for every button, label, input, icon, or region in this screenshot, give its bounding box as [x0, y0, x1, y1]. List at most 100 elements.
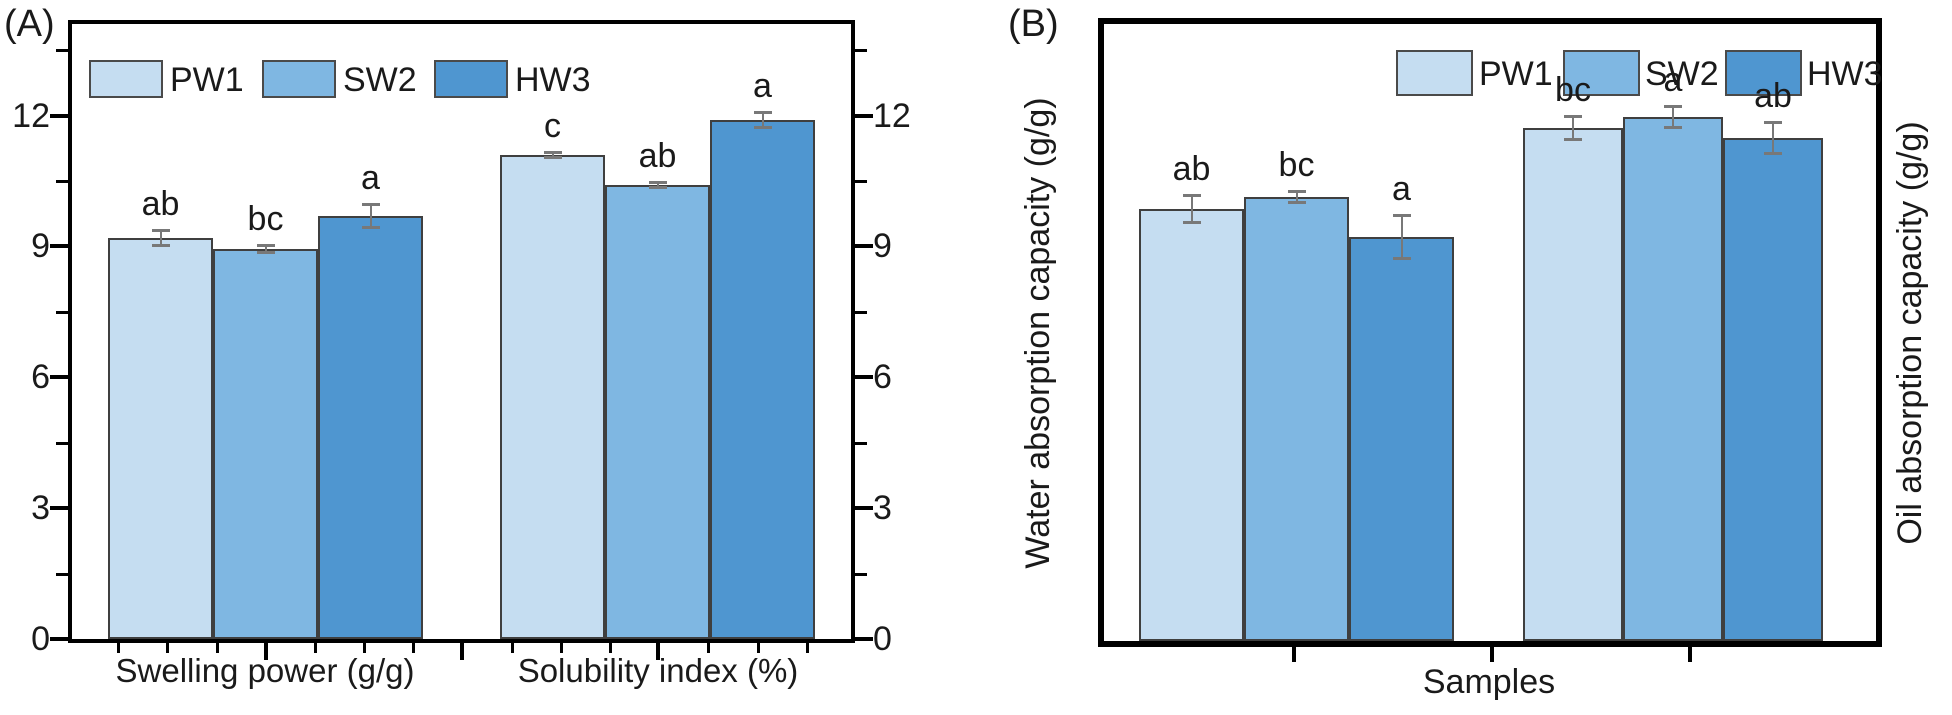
panel-a-errorbar-cap-bottom	[753, 126, 772, 129]
panel-b-errorbar-cap-top	[1182, 194, 1201, 197]
legend-swatch-hw3	[1725, 50, 1802, 96]
panel-a-bar-sw2-group2	[605, 185, 710, 639]
x-major-tick	[1688, 647, 1692, 662]
panel-b-sig-letter-sw2-group2: a	[1663, 61, 1683, 99]
panel-b-ylabel-left: Water absorption capacity (g/g)	[1019, 97, 1057, 569]
panel-a-errorbar-cap-bottom	[543, 156, 562, 159]
legend-swatch-pw1	[89, 60, 163, 98]
panel-a-bar-pw1-group1	[108, 238, 213, 639]
panel-b-errorbar-pw1-group1	[1190, 195, 1193, 223]
y-tick-label-left: 3	[31, 489, 50, 527]
panel-a-errorbar-cap-bottom	[151, 244, 170, 247]
panel-a-sig-letter-pw1-group2: c	[544, 107, 561, 145]
panel-a-tag: (A)	[4, 3, 55, 45]
y-minor-tick-right	[855, 442, 867, 445]
legend-label-sw2: SW2	[1645, 55, 1719, 93]
y-minor-tick-right	[855, 311, 867, 314]
panel-a-bar-pw1-group2	[500, 155, 605, 639]
panel-a-plot: PW1 SW2 HW3 ab c bc ab a a	[68, 20, 855, 643]
legend-label-hw3: HW3	[1807, 55, 1883, 93]
panel-a-sig-letter-hw3-group1: a	[361, 159, 380, 197]
panel-b-sig-letter-pw1-group1: ab	[1172, 150, 1211, 188]
panel-a-sig-letter-hw3-group2: a	[753, 67, 772, 105]
panel-a-category-label-2: Solubility index (%)	[517, 652, 799, 689]
y-minor-tick-left	[56, 180, 68, 183]
y-minor-tick-left	[56, 311, 68, 314]
legend-label-hw3: HW3	[515, 61, 591, 99]
y-tick-right	[855, 244, 873, 248]
x-minor-tick	[609, 643, 612, 653]
y-minor-tick-left	[56, 573, 68, 576]
y-tick-label-right: 6	[873, 358, 892, 396]
y-tick-left	[50, 506, 68, 510]
panel-b-errorbar-cap-top	[1764, 121, 1782, 124]
y-tick-left	[50, 637, 68, 641]
y-tick-label-right: 0	[873, 620, 892, 658]
legend-label-pw1: PW1	[170, 61, 244, 99]
x-minor-tick	[412, 643, 415, 653]
panel-b-xlabel: Samples	[1422, 663, 1556, 701]
legend-swatch-hw3	[434, 60, 508, 98]
y-tick-label-right: 9	[873, 227, 892, 265]
panel-a-errorbar-cap-bottom	[648, 186, 667, 189]
panel-a-errorbar-hw3-group2	[761, 112, 764, 128]
panel-b-errorbar-sw2-group2	[1672, 106, 1674, 128]
panel-a-errorbar-cap-top	[648, 181, 667, 184]
legend-label-pw1: PW1	[1479, 55, 1553, 93]
panel-b-errorbar-cap-bottom	[1392, 257, 1411, 260]
x-minor-tick	[511, 643, 514, 653]
y-tick-label-left: 6	[31, 358, 50, 396]
panel-a-errorbar-cap-top	[256, 244, 275, 247]
panel-a-errorbar-cap-bottom	[361, 226, 380, 229]
y-tick-left	[50, 375, 68, 379]
panel-a-errorbar-cap-bottom	[256, 251, 275, 254]
panel-b-errorbar-cap-bottom	[1287, 201, 1306, 204]
x-minor-tick	[363, 643, 366, 653]
panel-b-tag: (B)	[1008, 3, 1059, 45]
y-minor-tick-left	[56, 49, 68, 52]
x-major-tick	[1292, 647, 1296, 662]
panel-b-plot: PW1 SW2 HW3 ab bc bc a a ab	[1098, 18, 1883, 647]
y-tick-right	[855, 375, 873, 379]
panel-b-errorbar-sw2-group1	[1295, 191, 1298, 203]
panel-b-bar-hw3-group1	[1349, 237, 1454, 641]
panel-b-ylabel-right: Oil absorption capacity (g/g)	[1891, 121, 1929, 545]
y-minor-tick-right	[855, 180, 867, 183]
y-tick-right	[855, 506, 873, 510]
panel-b-sig-letter-sw2-group1: bc	[1278, 146, 1315, 184]
y-tick-left	[50, 244, 68, 248]
legend-swatch-pw1	[1396, 50, 1473, 96]
legend-label-sw2: SW2	[343, 61, 417, 99]
x-minor-tick	[314, 643, 317, 653]
panel-a-errorbar-pw1-group2	[551, 152, 554, 158]
panel-a-category-label-1: Swelling power (g/g)	[115, 652, 415, 689]
panel-b-sig-letter-hw3-group2: ab	[1754, 77, 1792, 115]
panel-b-errorbar-cap-top	[1664, 105, 1682, 108]
y-tick-label-right: 12	[873, 97, 911, 135]
panel-a-errorbar-cap-top	[753, 111, 772, 114]
y-tick-label-left: 0	[31, 620, 50, 658]
panel-b-sig-letter-pw1-group2: bc	[1555, 71, 1591, 109]
panel-b-errorbar-cap-bottom	[1764, 152, 1782, 155]
y-tick-label-left: 9	[31, 227, 50, 265]
x-major-tick	[264, 643, 268, 660]
x-major-tick	[656, 643, 660, 660]
panel-b-errorbar-hw3-group1	[1400, 215, 1403, 259]
y-tick-left	[50, 114, 68, 118]
panel-a-bar-sw2-group1	[213, 249, 318, 639]
y-tick-label-right: 3	[873, 489, 892, 527]
legend-swatch-sw2	[1563, 50, 1640, 96]
panel-b-errorbar-cap-bottom	[1664, 126, 1682, 129]
y-tick-right	[855, 114, 873, 118]
panel-a-errorbar-cap-top	[543, 151, 562, 154]
y-minor-tick-right	[855, 573, 867, 576]
panel-a-errorbar-cap-top	[361, 203, 380, 206]
x-minor-tick	[117, 643, 120, 653]
x-minor-tick	[707, 643, 710, 653]
x-major-tick	[1490, 647, 1494, 662]
panel-a-sig-letter-sw2-group2: ab	[638, 137, 677, 175]
y-tick-label-left: 12	[12, 97, 50, 135]
panel-b-sig-letter-hw3-group1: a	[1392, 170, 1411, 208]
panel-a-errorbar-sw2-group2	[656, 182, 659, 188]
x-minor-tick	[757, 643, 760, 653]
